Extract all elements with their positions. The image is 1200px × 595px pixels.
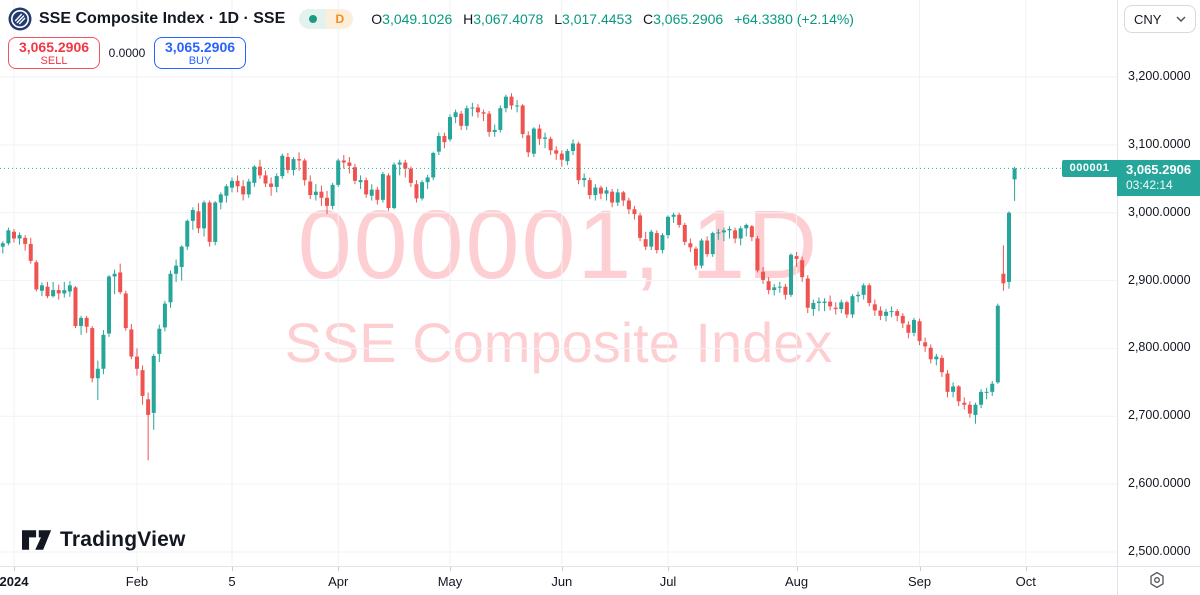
sse-exchange-logo-icon (8, 7, 32, 31)
sell-button[interactable]: 3,065.2906 SELL (8, 37, 100, 69)
chart-header: SSE Composite Index · 1D · SSE D O3,049.… (8, 6, 854, 69)
current-price-value: 3,065.2906 (1126, 162, 1192, 178)
bar-countdown-timer: 03:42:14 (1126, 178, 1173, 193)
time-axis-label: Jul (659, 574, 677, 589)
price-tick-label: 3,000.0000 (1128, 204, 1191, 219)
time-axis-label: 5 (228, 574, 236, 589)
time-axis-label: Aug (785, 574, 809, 589)
time-axis-label: Sep (907, 574, 932, 589)
ohlc-readout: O3,049.1026 H3,067.4078 L3,017.4453 C3,0… (371, 11, 854, 27)
tradingview-logo[interactable]: TradingView (22, 528, 186, 552)
time-axis-label: Oct (1015, 574, 1036, 589)
chart-plot-area[interactable]: 000001, 1D SSE Composite Index (0, 0, 1117, 566)
price-tick-label: 3,200.0000 (1128, 69, 1191, 83)
time-axis-label: May (437, 574, 463, 589)
time-tick (136, 567, 138, 571)
time-tick (338, 567, 340, 571)
interval-badge: D (326, 9, 354, 29)
price-tick-label: 2,700.0000 (1128, 408, 1191, 423)
market-open-dot-icon (308, 15, 317, 23)
market-open-status (299, 9, 327, 29)
market-status-interval-pill[interactable]: D (299, 9, 354, 29)
axis-settings-icon[interactable] (1147, 570, 1167, 590)
open-label: O (371, 11, 383, 27)
buy-price: 3,065.2906 (164, 39, 236, 55)
time-tick (919, 567, 921, 571)
high-label: H (463, 11, 474, 27)
time-axis-label: Apr (328, 574, 349, 589)
symbol-title[interactable]: SSE Composite Index · 1D · SSE (39, 10, 286, 27)
time-tick (231, 567, 233, 571)
time-tick (450, 567, 451, 571)
price-tick-label: 2,600.0000 (1128, 476, 1191, 491)
price-tick-label: 2,800.0000 (1128, 340, 1191, 355)
time-tick (668, 567, 669, 571)
time-axis-label: 2024 (0, 574, 29, 589)
low-value: 3,017.4453 (562, 11, 633, 27)
price-axis[interactable]: 3,200.0000 3,100.0000 3,000.0000 2,900.0000… (1118, 0, 1200, 566)
price-tick-label: 3,100.0000 (1128, 136, 1191, 151)
last-price-symbol-flag: 000001 (1062, 160, 1117, 178)
time-tick (13, 567, 15, 571)
time-tick (561, 567, 563, 571)
time-axis-label: Feb (125, 574, 149, 589)
time-tick (796, 567, 798, 571)
tradingview-logo-text: TradingView (60, 528, 186, 551)
open-value: 3,049.1026 (382, 11, 453, 27)
price-axis-divider (1117, 0, 1118, 595)
buy-button[interactable]: 3,065.2906 BUY (154, 37, 246, 69)
currency-selector[interactable]: CNY (1124, 5, 1196, 33)
high-value: 3,067.4078 (473, 11, 544, 27)
sell-label: SELL (40, 55, 68, 67)
candlestick-series[interactable] (0, 0, 1117, 566)
close-value: 3,065.2906 (653, 11, 724, 27)
change-value: +64.3380 (+2.14%) (734, 11, 854, 27)
current-price-badge: 3,065.2906 03:42:14 (1117, 160, 1200, 197)
tradingview-glyph-icon (22, 530, 52, 550)
buy-label: BUY (188, 55, 212, 67)
time-tick (1025, 567, 1027, 571)
low-label: L (554, 11, 563, 27)
spread-value: 0.0000 (108, 46, 146, 60)
time-axis-divider (0, 566, 1200, 567)
price-tick-label: 2,900.0000 (1128, 272, 1191, 287)
time-axis[interactable]: 2024 Feb 5 Apr May Jun Jul Aug Sep Oct (0, 567, 1117, 595)
sell-price: 3,065.2906 (18, 39, 90, 55)
time-axis-label: Jun (551, 574, 573, 589)
currency-value: CNY (1134, 11, 1162, 27)
close-label: C (643, 11, 654, 27)
price-tick-label: 2,500.0000 (1128, 544, 1191, 558)
chevron-down-icon (1176, 16, 1186, 22)
